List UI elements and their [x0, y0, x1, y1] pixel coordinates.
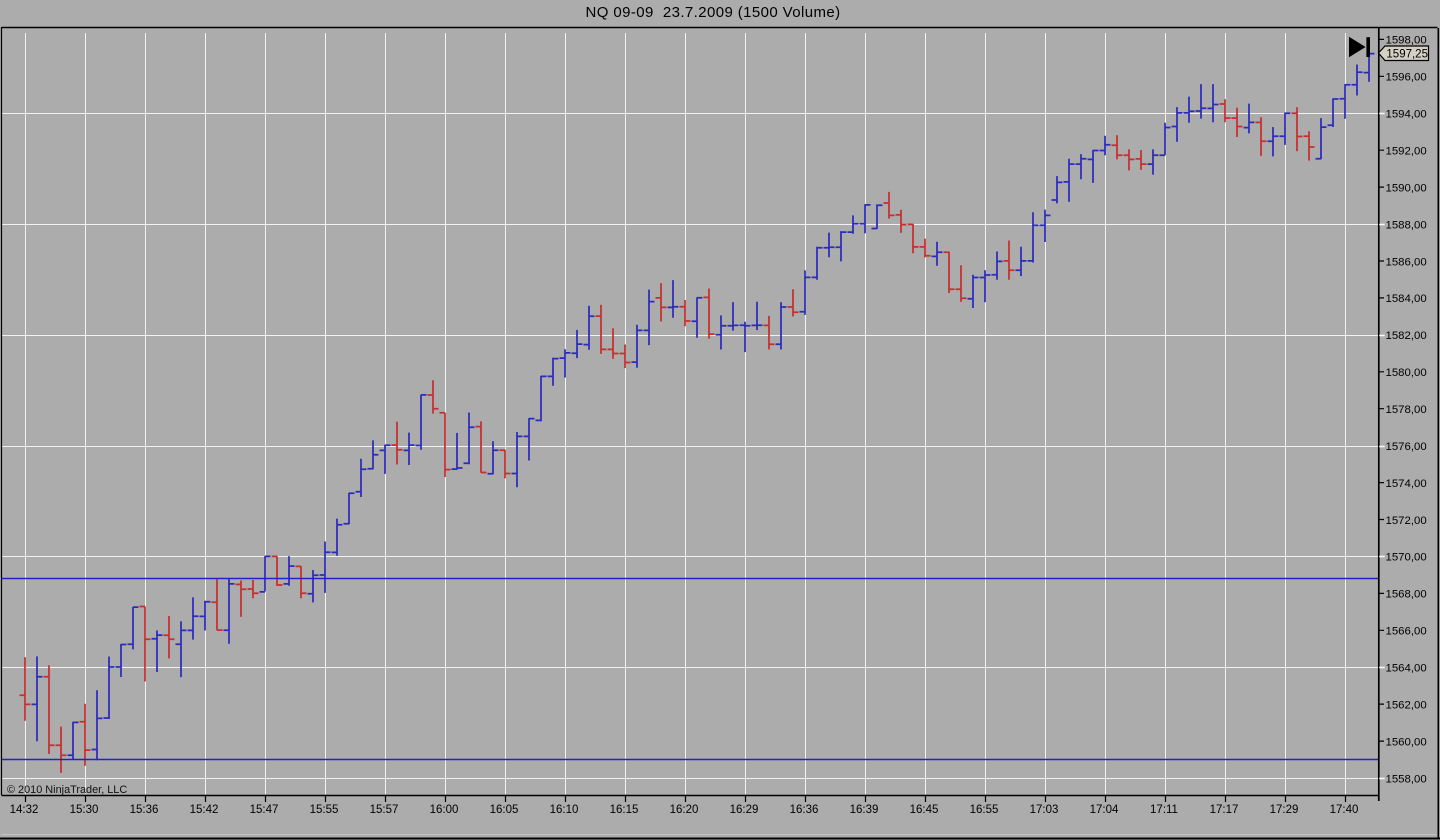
svg-text:16:29: 16:29 [730, 804, 759, 816]
svg-text:16:39: 16:39 [850, 804, 879, 816]
svg-text:16:55: 16:55 [970, 804, 999, 816]
svg-text:15:30: 15:30 [70, 804, 99, 816]
svg-text:1566,00: 1566,00 [1386, 626, 1427, 638]
svg-text:1597,25: 1597,25 [1386, 48, 1428, 60]
svg-text:1582,00: 1582,00 [1386, 330, 1427, 342]
svg-text:17:11: 17:11 [1150, 804, 1178, 816]
svg-text:17:29: 17:29 [1270, 804, 1299, 816]
svg-text:17:04: 17:04 [1090, 804, 1119, 816]
svg-text:17:40: 17:40 [1330, 804, 1359, 816]
svg-text:17:03: 17:03 [1030, 804, 1059, 816]
svg-text:1586,00: 1586,00 [1386, 256, 1427, 268]
svg-text:1560,00: 1560,00 [1386, 736, 1427, 748]
svg-text:1570,00: 1570,00 [1386, 552, 1427, 564]
svg-text:1596,00: 1596,00 [1386, 72, 1427, 84]
svg-text:NQ 09-09 23.7.2009 (1500 Volu: NQ 09-09 23.7.2009 (1500 Volume) [585, 4, 840, 21]
svg-text:1564,00: 1564,00 [1386, 663, 1427, 675]
svg-text:1598,00: 1598,00 [1386, 35, 1427, 47]
svg-text:1584,00: 1584,00 [1386, 293, 1427, 305]
svg-text:1568,00: 1568,00 [1386, 589, 1427, 601]
svg-text:16:10: 16:10 [550, 804, 579, 816]
svg-text:15:57: 15:57 [370, 804, 399, 816]
svg-text:1576,00: 1576,00 [1386, 441, 1427, 453]
svg-text:1562,00: 1562,00 [1386, 699, 1427, 711]
svg-text:1590,00: 1590,00 [1386, 182, 1427, 194]
svg-text:1574,00: 1574,00 [1386, 478, 1427, 490]
svg-text:16:00: 16:00 [430, 804, 459, 816]
svg-text:16:45: 16:45 [910, 804, 939, 816]
svg-text:© 2010 NinjaTrader, LLC: © 2010 NinjaTrader, LLC [7, 784, 127, 796]
svg-text:1558,00: 1558,00 [1386, 773, 1427, 785]
svg-text:14:32: 14:32 [10, 804, 39, 816]
svg-text:1578,00: 1578,00 [1386, 404, 1427, 416]
svg-text:15:47: 15:47 [250, 804, 279, 816]
svg-text:16:20: 16:20 [670, 804, 699, 816]
svg-text:1594,00: 1594,00 [1386, 109, 1427, 121]
svg-text:1580,00: 1580,00 [1386, 367, 1427, 379]
svg-text:16:36: 16:36 [790, 804, 819, 816]
svg-text:16:15: 16:15 [610, 804, 639, 816]
svg-text:1592,00: 1592,00 [1386, 146, 1427, 158]
svg-text:1588,00: 1588,00 [1386, 219, 1427, 231]
svg-text:15:36: 15:36 [130, 804, 159, 816]
svg-text:1572,00: 1572,00 [1386, 515, 1427, 527]
svg-text:17:17: 17:17 [1210, 804, 1239, 816]
svg-text:15:42: 15:42 [190, 804, 219, 816]
svg-text:15:55: 15:55 [310, 804, 339, 816]
svg-text:16:05: 16:05 [490, 804, 519, 816]
